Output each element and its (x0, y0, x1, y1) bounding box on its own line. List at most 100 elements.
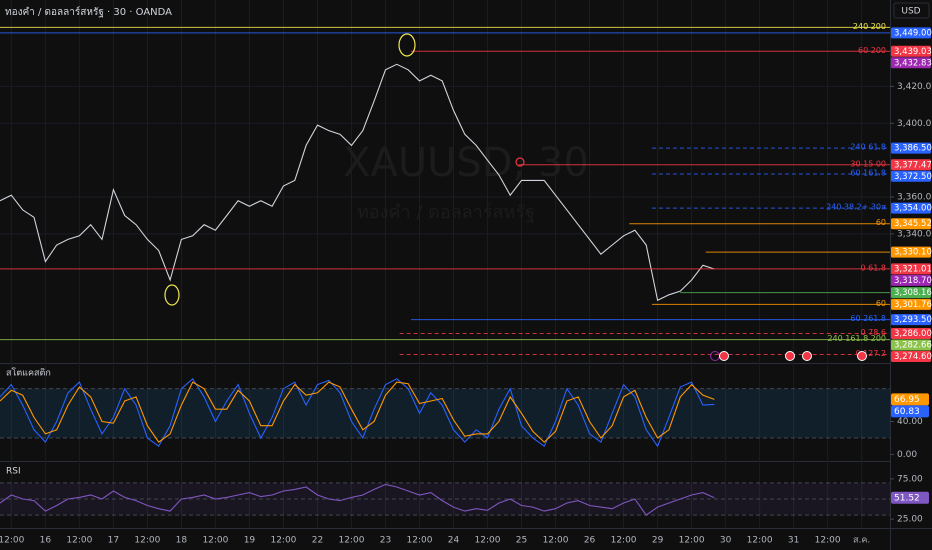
y-tick-label: 3,340.000 (897, 229, 932, 239)
event-icon (857, 351, 867, 361)
x-tick-label: 12:00 (0, 536, 25, 546)
level-name: 240 38.2+ 30ส (826, 203, 886, 212)
y-tick-label: 3,420.000 (897, 82, 932, 92)
price-box (891, 327, 931, 339)
x-tick-label: 12:00 (134, 536, 160, 546)
y-tick-label: 75.00 (897, 474, 923, 484)
y-tick-label: 3,360.000 (897, 193, 932, 203)
price-box (891, 339, 931, 351)
price-box-label: 3,286.000 (894, 329, 932, 339)
price-box-label: 3,386.500 (894, 144, 932, 154)
level-name: 240 61.8 (850, 143, 886, 152)
price-box (891, 287, 931, 299)
level-name: 60 161.8 (850, 168, 886, 177)
annotation-circle (164, 284, 180, 306)
x-tick-label: 12:00 (66, 536, 92, 546)
price-box (891, 246, 931, 258)
annotation-circle (515, 157, 525, 167)
price-box-label: 3,308.160 (894, 288, 932, 298)
price-box-label: 3,345.520 (894, 219, 932, 229)
level-name: 60 (876, 218, 886, 227)
event-icons (710, 351, 867, 361)
x-tick-label: 29 (652, 536, 664, 546)
price-box-label: 3,377.475 (894, 160, 932, 170)
price-box-label: 3,372.500 (894, 172, 932, 182)
x-tick-label: 19 (244, 536, 256, 546)
header-title: ทองคำ / ดอลลาร์สหรัฐ · 30 · OANDA (5, 6, 172, 18)
x-tick-label: 12:00 (611, 536, 637, 546)
last-value-label: 51.52 (894, 493, 920, 503)
price-box (891, 45, 931, 57)
x-tick-label: 16 (40, 536, 52, 546)
band-fill (0, 388, 890, 438)
x-tick-label: 12:00 (815, 536, 841, 546)
x-tick-label: 24 (448, 536, 460, 546)
x-tick-label: 12:00 (270, 536, 296, 546)
series-line (0, 63, 715, 302)
pane-title: สโตแคสติก (6, 368, 51, 379)
x-tick-label: 12:00 (202, 536, 228, 546)
price-box-label: 3,432.835 (894, 58, 932, 68)
x-tick-label: 18 (176, 536, 188, 546)
x-tick-label: 25 (516, 536, 527, 546)
x-tick-label: 12:00 (747, 536, 773, 546)
price-box (891, 170, 931, 182)
price-box-label: 3,449.000 (894, 28, 932, 38)
annotation-circle (398, 33, 416, 57)
price-box (891, 202, 931, 214)
x-tick-label: 12:00 (475, 536, 501, 546)
x-tick-label: 12:00 (338, 536, 364, 546)
x-tick-label: 22 (312, 536, 323, 546)
x-tick-label: 12:00 (679, 536, 705, 546)
x-tick-label: 31 (788, 536, 799, 546)
level-name: 0 61.8 (861, 263, 886, 272)
level-name: 60 200 (858, 46, 886, 55)
price-box-label: 3,318.700 (894, 276, 932, 286)
x-tick-label: 26 (584, 536, 596, 546)
price-box (891, 57, 931, 69)
watermark-symbol: XAUUSD, 30 (343, 140, 589, 186)
x-tick-label: 23 (380, 536, 391, 546)
price-box (891, 350, 931, 362)
last-value-box (891, 491, 929, 504)
pane-title: RSI (6, 467, 21, 477)
x-tick-label: 17 (108, 536, 119, 546)
price-box (891, 263, 931, 275)
event-icon (719, 351, 729, 361)
price-box-label: 3,330.100 (894, 248, 932, 258)
price-box-label: 3,439.035 (894, 47, 932, 57)
series-line (0, 381, 715, 443)
y-tick-label: 0.00 (897, 450, 917, 460)
level-name: 240 200 (853, 22, 886, 31)
currency-button[interactable] (893, 2, 930, 19)
price-box-label: 3,282.665 (894, 340, 932, 350)
last-value-box (891, 405, 929, 418)
last-value-box (891, 393, 929, 406)
level-name: 60 (876, 299, 886, 308)
price-box (891, 27, 931, 39)
x-tick-label: 12:00 (543, 536, 569, 546)
price-box-label: 3,293.500 (894, 315, 932, 325)
level-name: 0 127.2 (855, 349, 886, 358)
x-tick-label: 12:00 (407, 536, 433, 546)
x-tick-label: ส.ค. (853, 536, 870, 546)
price-box (891, 274, 931, 286)
currency-label[interactable]: USD (901, 7, 920, 17)
series-line (0, 483, 715, 516)
level-name: 30 15 00 (850, 159, 886, 168)
price-box (891, 298, 931, 310)
level-name: 60 261.8 (850, 314, 886, 323)
price-box-label: 3,321.010 (894, 264, 932, 274)
event-icon (785, 351, 795, 361)
y-tick-label: 40.00 (897, 417, 923, 427)
y-tick-label: 3,400.000 (897, 119, 932, 129)
x-tick-label: 30 (720, 536, 732, 546)
watermark-name: ทองคำ / ดอลลาร์สหรัฐ (357, 202, 535, 223)
level-name: 240 161.8 200 (827, 334, 886, 343)
price-box-label: 3,274.600 (894, 352, 932, 362)
price-box-label: 3,354.000 (894, 204, 932, 214)
